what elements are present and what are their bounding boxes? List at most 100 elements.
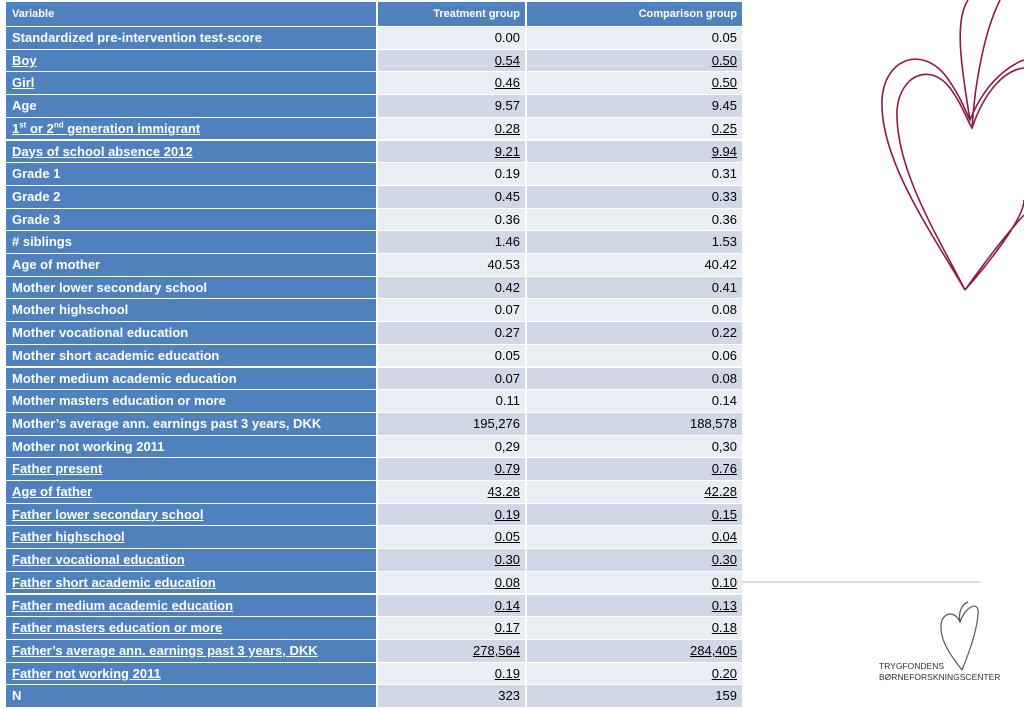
label-text: 1st or 2nd generation immigrant xyxy=(12,121,200,136)
value-text: 0.05 xyxy=(494,529,520,545)
label-text: Mother’s average ann. earnings past 3 ye… xyxy=(12,415,322,431)
label-text: Father highschool xyxy=(12,529,125,545)
row-label: Mother’s average ann. earnings past 3 ye… xyxy=(6,412,376,435)
row-label: N xyxy=(6,685,376,707)
value-text: 278,564 xyxy=(473,642,520,658)
label-text: Mother vocational education xyxy=(12,325,189,341)
row-label: Father medium academic education xyxy=(6,594,376,617)
value-cell: 0.22 xyxy=(527,322,742,344)
value-text: 0.14 xyxy=(494,597,520,613)
value-text: 9.57 xyxy=(494,98,520,114)
row-label: Standardized pre-intervention test-score xyxy=(6,27,376,49)
value-text: 0.22 xyxy=(711,325,737,341)
value-text: 0.05 xyxy=(711,30,737,45)
value-text: 40.42 xyxy=(704,257,737,272)
label-text: Mother highschool xyxy=(12,302,129,318)
row-label: Mother lower secondary school xyxy=(6,276,376,299)
value-cell: 0.07 xyxy=(378,367,525,390)
label-text: Girl xyxy=(12,75,35,91)
label-text: Father lower secondary school xyxy=(12,506,204,522)
value-text: 0.46 xyxy=(494,75,520,91)
row-label: Father highschool xyxy=(6,526,376,549)
value-text: 0.19 xyxy=(494,665,520,681)
row-label: Age of mother xyxy=(6,254,376,276)
label-text: Grade 1 xyxy=(12,166,61,182)
value-text: 188,578 xyxy=(690,415,737,431)
row-label: Father masters education or more xyxy=(6,617,376,639)
value-cell: 0.41 xyxy=(527,276,742,299)
value-text: 0.13 xyxy=(711,597,737,613)
value-text: 0.50 xyxy=(711,75,737,91)
label-part: or 2 xyxy=(26,120,54,136)
value-cell: 0.54 xyxy=(378,49,525,72)
value-text: 0.79 xyxy=(494,461,520,477)
value-cell: 43.28 xyxy=(378,481,525,503)
label-text: Father’s average ann. earnings past 3 ye… xyxy=(12,642,318,658)
row-label: Mother masters education or more xyxy=(6,390,376,412)
value-text: 0.14 xyxy=(711,393,737,409)
label-text: Mother lower secondary school xyxy=(12,279,208,295)
value-cell: 0.00 xyxy=(378,27,525,49)
row-label: Grade 3 xyxy=(6,208,376,231)
value-cell: 0.13 xyxy=(527,594,742,617)
value-cell: 284,405 xyxy=(527,639,742,662)
value-cell: 278,564 xyxy=(378,639,525,662)
row-label: Father present xyxy=(6,458,376,480)
value-text: 0.30 xyxy=(494,552,520,568)
row-label: Grade 2 xyxy=(6,185,376,208)
value-text: 284,405 xyxy=(690,642,737,658)
value-text: 9.21 xyxy=(494,143,520,159)
value-cell: 42.28 xyxy=(527,481,742,503)
value-text: 159 xyxy=(715,688,737,704)
value-cell: 0.45 xyxy=(378,185,525,208)
value-cell: 0.05 xyxy=(378,344,525,367)
value-text: 0.54 xyxy=(494,52,520,68)
value-cell: 0.36 xyxy=(527,208,742,231)
value-cell: 0.79 xyxy=(378,458,525,480)
label-text: Mother masters education or more xyxy=(12,393,226,409)
value-cell: 0.76 xyxy=(527,458,742,480)
value-text: 0.11 xyxy=(495,393,520,409)
row-label: Boy xyxy=(6,49,376,72)
value-cell: 0.30 xyxy=(378,549,525,571)
value-text: 0.33 xyxy=(711,188,737,204)
value-text: 0.36 xyxy=(711,211,737,227)
value-cell: 0.11 xyxy=(378,390,525,412)
row-label: Mother medium academic education xyxy=(6,367,376,390)
value-cell: 0.50 xyxy=(527,72,742,95)
value-cell: 0.36 xyxy=(378,208,525,231)
row-label: # siblings xyxy=(6,231,376,253)
value-text: 0.28 xyxy=(494,120,520,136)
logo-heart xyxy=(940,601,979,671)
value-text: 0.08 xyxy=(711,370,737,386)
label-text: Age xyxy=(12,98,37,114)
value-text: 1.53 xyxy=(711,234,737,250)
label-text: Grade 2 xyxy=(12,188,61,204)
value-text: 0.06 xyxy=(711,347,737,363)
label-text: Mother short academic education xyxy=(12,347,220,363)
label-text: Father masters education or more xyxy=(12,620,223,636)
value-text: 0.42 xyxy=(494,279,520,295)
value-text: 0.10 xyxy=(711,574,737,590)
value-cell: 159 xyxy=(527,685,742,707)
label-part: nd xyxy=(53,120,64,130)
row-label: Mother highschool xyxy=(6,299,376,322)
value-cell: 0.31 xyxy=(527,163,742,185)
value-text: 1.46 xyxy=(494,234,520,250)
value-cell: 1.53 xyxy=(527,231,742,253)
label-part: 1 xyxy=(12,120,20,136)
row-label: Grade 1 xyxy=(6,163,376,185)
value-cell: 0.27 xyxy=(378,322,525,344)
value-text: 9.45 xyxy=(711,98,737,114)
value-cell: 0.20 xyxy=(527,662,742,685)
label-text: Father not working 2011 xyxy=(12,665,161,681)
value-text: 0.17 xyxy=(494,620,520,636)
value-cell: 0.05 xyxy=(378,526,525,549)
value-text: 0.07 xyxy=(494,302,520,318)
label-part: generation immigrant xyxy=(63,120,201,136)
value-text: 0.07 xyxy=(494,370,520,386)
value-text: 0.20 xyxy=(711,665,737,681)
value-cell: 0.08 xyxy=(378,571,525,594)
header-cell: Comparison group xyxy=(527,2,742,26)
value-text: 0.08 xyxy=(494,574,520,590)
